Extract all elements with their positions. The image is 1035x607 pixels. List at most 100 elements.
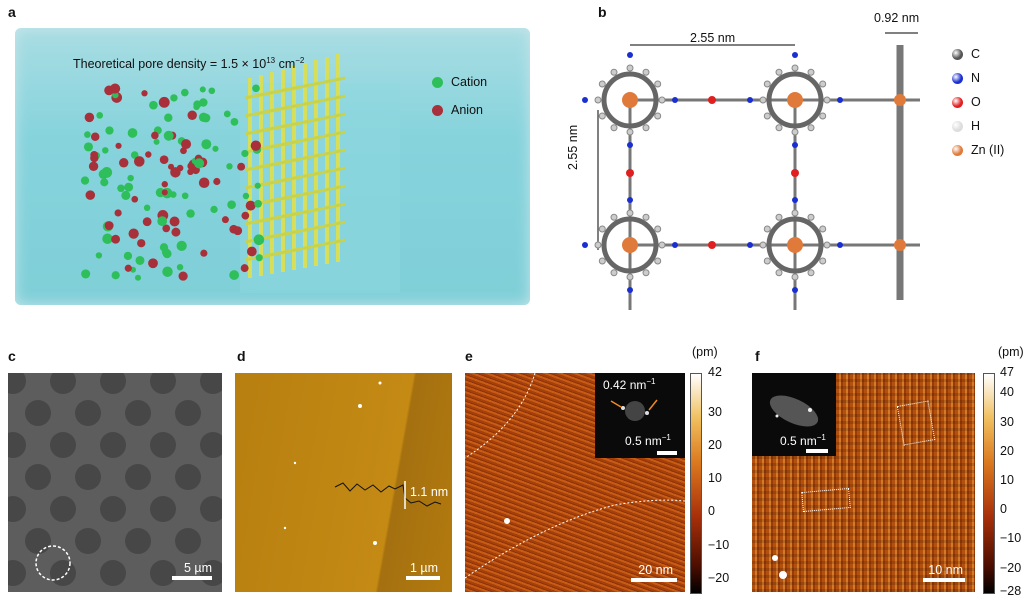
ion <box>143 204 151 212</box>
ion <box>164 113 173 122</box>
legend-label: Anion <box>451 103 483 117</box>
hydrogen-atom <box>775 124 783 132</box>
fft-scale-label: 0.5 nm−1 <box>780 433 826 448</box>
ion <box>227 200 236 210</box>
ion <box>102 233 113 244</box>
hydrogen-atom <box>626 64 634 72</box>
colorbar-tick: −10 <box>1000 531 1022 546</box>
ion <box>90 150 99 159</box>
hydrogen-atom <box>598 225 606 233</box>
pore-hole <box>8 496 26 522</box>
ion <box>100 178 109 187</box>
pore-hole <box>150 373 176 394</box>
scale-bar <box>923 578 965 582</box>
colorbar-tick: 42 <box>708 365 722 379</box>
ion <box>180 147 187 155</box>
ion <box>98 169 109 180</box>
legend-item: O <box>952 90 1004 114</box>
md-simulation-box <box>15 28 530 305</box>
zinc-atom <box>894 239 906 251</box>
pore-hole <box>8 432 26 458</box>
nitrogen-atom <box>837 97 843 103</box>
ion <box>163 130 174 141</box>
fft-peak-exp: −1 <box>646 377 656 386</box>
framework-strand <box>244 148 346 172</box>
fft-scale-bar <box>806 449 828 453</box>
ion <box>127 174 134 182</box>
scale-label: 10 nm <box>928 563 963 577</box>
molecular-structure <box>582 32 920 310</box>
ion <box>201 139 212 150</box>
nitrogen-atom <box>672 242 678 248</box>
fft-inset: 0.42 nm−1 0.5 nm−1 <box>595 373 685 458</box>
ion <box>162 266 173 277</box>
panel-f-label: f <box>755 348 760 364</box>
colorbar-tick: 0 <box>1000 502 1007 517</box>
panel-a-label: a <box>8 4 16 20</box>
ion <box>241 149 249 158</box>
step-height-label: 1.1 nm <box>410 485 449 499</box>
ion <box>241 211 250 220</box>
nitrogen-atom <box>747 97 753 103</box>
pore-hole <box>50 432 76 458</box>
ion <box>210 205 218 214</box>
colorbar-unit-f: (pm) <box>998 345 1024 359</box>
ion <box>229 270 240 280</box>
hydrogen-atom <box>807 213 815 221</box>
scale-label: 1 µm <box>409 561 438 575</box>
nitrogen-atom <box>582 97 588 103</box>
pore-hole <box>150 496 176 522</box>
hydrogen-atom <box>763 112 771 120</box>
hydrogen-atom <box>791 64 799 72</box>
hydrogen-atom <box>610 269 618 277</box>
ion <box>254 199 262 208</box>
ion <box>111 234 121 244</box>
ion <box>178 271 188 281</box>
ion <box>230 118 239 126</box>
legend-item-anion: Anion <box>432 96 487 124</box>
nitrogen-atom <box>627 142 633 148</box>
ion <box>240 264 249 273</box>
hydrogen-atom <box>642 269 650 277</box>
nitrogen-atom <box>792 52 798 58</box>
afm-image-e: 0.42 nm−1 0.5 nm−1 20 nm <box>465 373 685 592</box>
ion <box>141 90 148 97</box>
panel-d-label: d <box>237 348 246 364</box>
legend-label: C <box>971 47 981 61</box>
hydrogen-atom <box>791 209 799 217</box>
ion <box>193 158 205 169</box>
scale-bar <box>406 576 440 580</box>
ion <box>193 103 200 111</box>
ion <box>253 234 265 246</box>
colorbar-unit-e: (pm) <box>692 345 718 359</box>
colorbar-tick: −20 <box>708 570 730 585</box>
zinc-atom <box>622 92 638 108</box>
ion <box>117 184 125 193</box>
ion <box>83 142 94 152</box>
ion <box>254 182 261 189</box>
colorbar-tick: 10 <box>1000 473 1014 488</box>
pore-hole <box>25 464 51 490</box>
nitrogen-atom <box>747 242 753 248</box>
ion <box>96 111 104 119</box>
ion <box>123 251 133 261</box>
hydrogen-atom <box>759 241 767 249</box>
zinc-atom <box>787 237 803 253</box>
hydrogen-atom <box>654 112 662 120</box>
atom-icon <box>952 72 963 84</box>
hydrogen-atom <box>598 257 606 265</box>
nitrogen-atom <box>582 242 588 248</box>
hydrogen-atom <box>626 128 634 136</box>
ion <box>102 147 109 154</box>
hydrogen-atom <box>658 96 666 104</box>
hydrogen-atom <box>598 112 606 120</box>
fft-scale-value: 0.5 nm <box>625 434 662 448</box>
framework-strand <box>244 166 346 190</box>
hydrogen-atom <box>763 80 771 88</box>
ion <box>169 216 180 227</box>
nitrogen-atom <box>792 142 798 148</box>
fft-peak-value: 0.42 nm <box>603 378 647 392</box>
oxygen-atom <box>626 169 634 177</box>
panel-b-label: b <box>598 4 607 20</box>
panel-c-label: c <box>8 348 16 364</box>
